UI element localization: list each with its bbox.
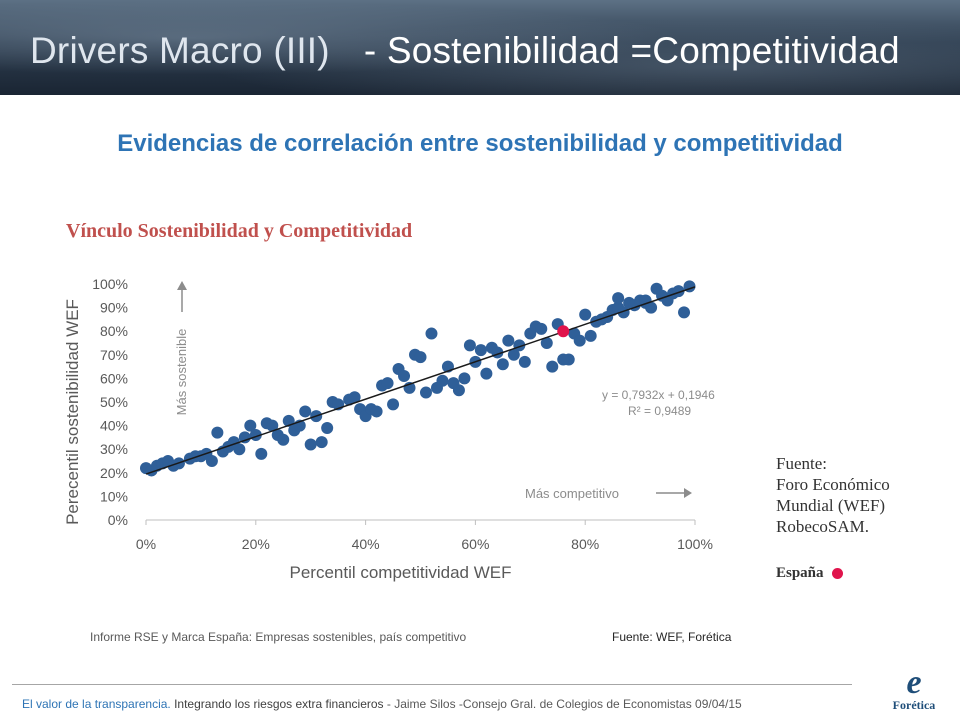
data-point <box>557 353 570 366</box>
data-point <box>496 358 509 371</box>
logo-mark: e <box>906 664 922 701</box>
source-line-1: Fuente: <box>776 454 827 473</box>
data-point <box>370 405 383 418</box>
y-tick-label: 10% <box>100 488 128 504</box>
data-point <box>573 334 586 347</box>
data-point <box>452 384 465 397</box>
espana-legend-dot <box>831 568 843 580</box>
data-point <box>463 339 476 352</box>
logo-text: Forética <box>892 698 936 712</box>
y-axis-title: Perecentil sostenibilidad WEF <box>63 299 82 525</box>
data-point <box>474 344 487 357</box>
data-point <box>255 447 268 460</box>
data-point <box>540 337 553 349</box>
x-tick-label: 0% <box>136 536 156 552</box>
data-point <box>458 372 471 385</box>
regression-equation: y = 0,7932x + 0,1946 <box>602 388 715 402</box>
chart-title: Vínculo Sostenibilidad y Competitividad <box>66 220 413 242</box>
x-tick-label: 100% <box>677 536 713 552</box>
data-point <box>315 436 328 449</box>
data-point <box>299 405 312 418</box>
data-point <box>639 294 652 307</box>
slide-title-part2: - Sostenibilidad =Competitividad <box>363 30 900 71</box>
y-tick-label: 0% <box>108 512 128 528</box>
y-tick-label: 90% <box>100 300 128 316</box>
espana-legend-label: España <box>776 565 824 581</box>
data-point <box>612 292 625 305</box>
data-point <box>546 360 559 373</box>
data-point <box>348 391 361 404</box>
data-point <box>277 433 290 446</box>
source-line-4: RobecoSAM. <box>776 517 870 536</box>
footer-divider <box>12 684 852 685</box>
x-tick-label: 60% <box>461 536 489 552</box>
y-tick-label: 70% <box>100 347 128 363</box>
source-line-2: Foro Económico <box>776 475 890 494</box>
data-point <box>244 419 257 432</box>
x-annotation-arrow-head <box>684 488 692 498</box>
data-point <box>579 308 592 321</box>
chart-caption-source: Fuente: WEF, Forética <box>612 630 732 644</box>
data-point <box>617 306 630 319</box>
x-annotation: Más competitivo <box>525 486 619 501</box>
y-tick-label: 60% <box>100 370 128 386</box>
data-point <box>507 348 520 361</box>
y-tick-label: 80% <box>100 323 128 339</box>
x-tick-label: 40% <box>352 536 380 552</box>
slide-title-part1: Drivers Macro (III) <box>30 30 330 71</box>
title-banner: Drivers Macro (III) - Sostenibilidad =Com… <box>0 0 960 95</box>
data-point <box>419 386 432 399</box>
data-point <box>321 421 334 434</box>
data-point <box>414 351 427 364</box>
y-annotation: Más sostenible <box>174 329 189 416</box>
footer: El valor de la transparencia. Integrando… <box>22 697 742 711</box>
data-point <box>233 443 246 456</box>
data-point <box>480 367 493 380</box>
chart-caption: Informe RSE y Marca España: Empresas sos… <box>90 630 467 644</box>
data-point <box>398 370 411 383</box>
footer-part2: Integrando los riesgos extra financieros <box>174 697 384 711</box>
data-point <box>584 329 597 342</box>
y-tick-label: 40% <box>100 418 128 434</box>
r-squared-label: R² = 0,9489 <box>628 404 691 418</box>
data-point <box>425 327 438 340</box>
data-point <box>266 419 279 432</box>
data-point <box>211 426 224 439</box>
data-point <box>304 438 317 451</box>
y-tick-label: 20% <box>100 465 128 481</box>
data-point <box>381 377 394 390</box>
y-annotation-arrow-head <box>177 281 187 290</box>
y-tick-label: 50% <box>100 394 128 410</box>
data-point <box>436 374 449 387</box>
data-point <box>535 322 548 335</box>
data-point <box>205 455 218 467</box>
slide-title: Drivers Macro (III) - Sostenibilidad =Com… <box>30 30 900 72</box>
footer-part1: El valor de la transparencia. <box>22 697 171 711</box>
data-point <box>518 355 531 368</box>
trendline <box>145 286 696 475</box>
x-tick-label: 20% <box>242 536 270 552</box>
data-point <box>238 431 251 444</box>
source-line-3: Mundial (WEF) <box>776 496 886 515</box>
y-tick-label: 100% <box>92 276 128 292</box>
x-axis-title: Percentil competitividad WEF <box>289 563 511 582</box>
data-point <box>678 306 691 319</box>
data-point <box>502 334 515 347</box>
x-tick-label: 80% <box>571 536 599 552</box>
y-tick-label: 30% <box>100 441 128 457</box>
data-point <box>387 398 400 411</box>
highlight-point-espana <box>557 325 570 338</box>
footer-part3: - Jaime Silos -Consejo Gral. de Colegios… <box>386 697 742 711</box>
foretica-logo: e Forética <box>884 664 944 716</box>
espana-legend: España <box>776 565 843 582</box>
slide-subtitle: Evidencias de correlación entre sostenib… <box>117 130 843 157</box>
source-box: Fuente: Foro Económico Mundial (WEF) Rob… <box>776 453 890 537</box>
